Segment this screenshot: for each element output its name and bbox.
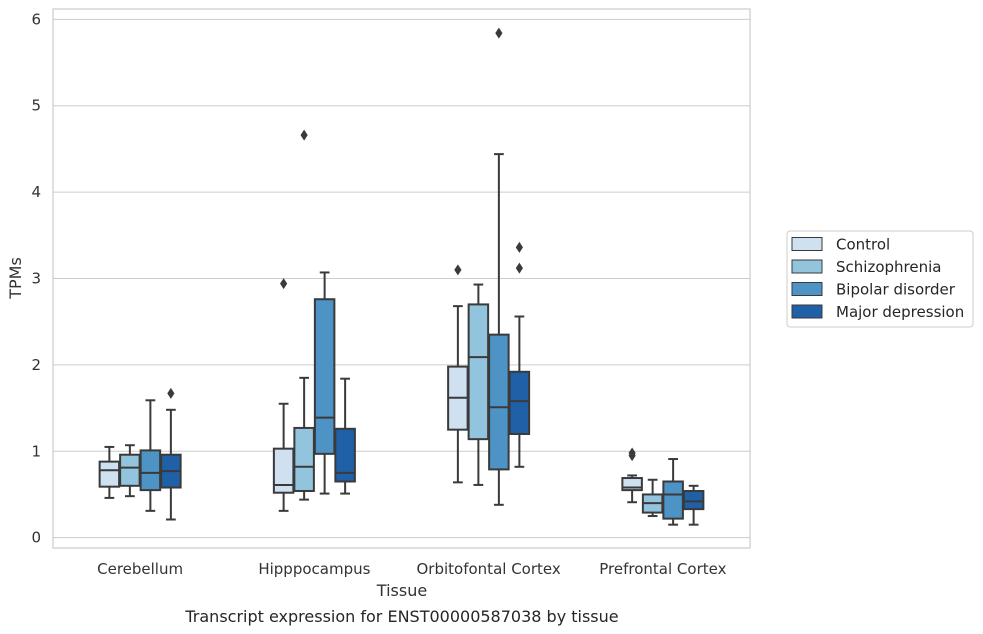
legend-label: Schizophrenia	[836, 258, 941, 276]
box-control	[98, 445, 121, 499]
legend-swatch	[791, 282, 823, 296]
x-tick-labels: Cerebellum Hipppocampus Orbitofontal Corte…	[97, 560, 726, 578]
legend: Control Schizophrenia Bipolar disorder Majo…	[786, 230, 974, 328]
box-control	[447, 264, 469, 484]
legend-swatch	[791, 259, 823, 274]
y-tick-labels: 0 1 2 3 4 5 6	[31, 10, 41, 546]
box-schizophrenia	[293, 129, 315, 501]
outlier-point	[454, 264, 462, 276]
legend-swatch	[791, 304, 823, 319]
box-iqr	[272, 447, 295, 494]
x-tick-label: Prefrontal Cortex	[599, 560, 726, 578]
box-iqr	[682, 489, 705, 511]
box-schizophrenia	[119, 444, 141, 498]
y-tick-label: 3	[31, 270, 41, 288]
box-iqr	[488, 333, 510, 471]
y-tick-label: 6	[31, 10, 41, 28]
box-schizophrenia	[641, 478, 664, 518]
box-series-group	[98, 27, 705, 526]
box-major-depression	[334, 377, 356, 495]
box-iqr	[662, 480, 684, 520]
box-bipolar-disorder	[313, 271, 336, 495]
x-tick-label: Orbitofontal Cortex	[417, 560, 561, 578]
outlier-point	[628, 447, 636, 459]
plot-area-frame	[52, 8, 751, 549]
box-control	[621, 447, 643, 504]
x-tick-label: Cerebellum	[97, 560, 183, 578]
box-iqr	[508, 370, 531, 435]
outlier-point	[300, 129, 308, 141]
box-major-depression	[508, 241, 531, 468]
box-iqr	[98, 460, 121, 488]
box-iqr	[293, 426, 315, 492]
box-bipolar-disorder	[662, 458, 684, 526]
legend-frame	[786, 230, 974, 328]
outlier-point	[515, 241, 523, 253]
y-tick-label: 5	[31, 97, 41, 115]
box-major-depression	[682, 484, 705, 526]
box-bipolar-disorder	[139, 399, 162, 512]
figure-caption: Transcript expression for ENST0000058703…	[184, 607, 618, 626]
y-tick-label: 0	[31, 529, 41, 547]
box-control	[272, 278, 295, 512]
outlier-point	[280, 278, 288, 290]
box-bipolar-disorder	[488, 27, 510, 506]
y-axis-label: TPMs	[6, 257, 25, 300]
y-tick-label: 4	[31, 183, 41, 201]
outlier-point	[495, 27, 503, 39]
box-iqr	[119, 453, 141, 487]
box-major-depression	[160, 387, 182, 521]
grid-lines	[53, 18, 750, 539]
x-tick-label: Hipppocampus	[258, 560, 370, 578]
legend-swatch	[791, 237, 823, 251]
box-iqr	[467, 303, 490, 441]
box-iqr	[334, 427, 356, 483]
y-tick-label: 2	[31, 356, 41, 374]
legend-label: Major depression	[836, 303, 964, 321]
outlier-point	[515, 262, 523, 274]
box-iqr	[313, 298, 336, 455]
legend-label: Bipolar disorder	[836, 281, 956, 299]
box-schizophrenia	[467, 283, 490, 486]
box-iqr	[139, 449, 162, 492]
legend-label: Control	[836, 236, 890, 254]
x-axis-label: Tissue	[376, 581, 427, 600]
outlier-point	[167, 387, 175, 399]
y-tick-label: 1	[31, 442, 41, 460]
